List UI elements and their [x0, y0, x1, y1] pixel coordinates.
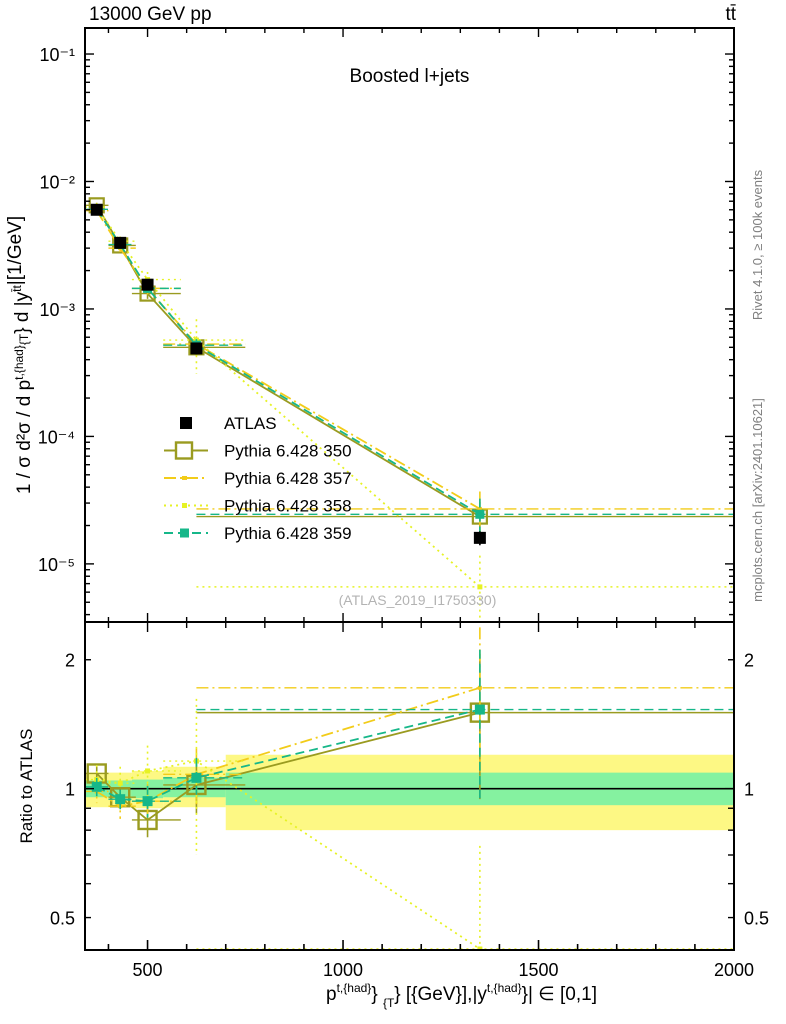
legend-marker-dot	[182, 503, 187, 508]
legend-item-3[interactable]: Pythia 6.428 358	[164, 497, 352, 516]
analysis-watermark: (ATLAS_2019_I1750330)	[339, 592, 497, 608]
ratio-marker-dot	[117, 780, 123, 786]
ratio-y-tick-label-right: 1	[744, 780, 754, 800]
marker-filled-square	[114, 236, 127, 249]
legend-label: ATLAS	[224, 414, 277, 433]
ratio-uncertainty-bands	[85, 754, 734, 831]
legend-marker-filled-square	[180, 417, 192, 429]
series-pythia-6-428-357	[85, 207, 734, 535]
x-tick-label: 1000	[323, 960, 363, 980]
ratio-y-tick-label: 2	[65, 651, 75, 671]
legend-marker-filled-square	[180, 528, 189, 538]
y-tick-label: 10⁻³	[39, 300, 75, 320]
x-axis-label-text: pt,{had}} {T} [{GeV}],|yt,{had}}| ∈ [0,1…	[326, 981, 597, 1010]
legend-item-1[interactable]: Pythia 6.428 350	[164, 441, 352, 461]
rivet-version-text: Rivet 4.1.0, ≥ 100k events	[750, 169, 765, 320]
marker-dot	[477, 584, 483, 590]
series-line	[95, 208, 481, 516]
legend-marker-tick	[182, 476, 187, 480]
ratio-line	[96, 708, 481, 803]
legend-item-0[interactable]: ATLAS	[180, 414, 277, 433]
side-annotation-mcplots: mcplots.cern.ch [arXiv:2401.10621]	[750, 398, 765, 602]
plot-title: Boosted l+jets	[350, 66, 470, 87]
ratio-series-pythia-6-428-359	[85, 649, 734, 818]
marker-filled-square	[90, 203, 103, 216]
marker-filled-square	[141, 278, 154, 291]
ratio-y-tick-label-right: 0.5	[744, 909, 769, 929]
header-energy: 13000 GeV pp	[89, 4, 212, 25]
y-axis-label-text: 1 / σ d²σ / d pt,{had}{T} d |yt̄t|[1/GeV…	[5, 216, 35, 494]
y-tick-label: 10⁻⁴	[38, 427, 75, 447]
ratio-plot-frame	[84, 621, 735, 951]
ratio-marker-dot	[477, 946, 483, 950]
marker-filled-square	[475, 509, 485, 519]
ratio-y-tick-label-right: 2	[744, 651, 754, 671]
side-annotation-rivet: Rivet 4.1.0, ≥ 100k events	[750, 169, 765, 320]
x-tick-label: 2000	[714, 960, 754, 980]
ratio-marker-filled-square	[191, 772, 202, 783]
ratio-marker-tick	[477, 685, 482, 690]
main-y-axis-label: 1 / σ d²σ / d pt,{had}{T} d |yt̄t|[1/GeV…	[5, 216, 35, 494]
right-side-annotations: Rivet 4.1.0, ≥ 100k events mcplots.cern.c…	[750, 169, 765, 601]
legend-label: Pythia 6.428 359	[224, 524, 352, 543]
legend: ATLAS Pythia 6.428 350 Pythia 6.428 357 Pyt…	[164, 414, 352, 543]
x-tick-label: 1500	[518, 960, 558, 980]
ratio-y-axis-label-text: Ratio to ATLAS	[17, 729, 36, 844]
y-tick-label: 10⁻⁵	[38, 555, 75, 575]
ratio-line	[96, 760, 481, 950]
ratio-marker-filled-square	[142, 796, 153, 807]
y-tick-label: 10⁻²	[39, 172, 75, 192]
y-tick-label: 10⁻¹	[39, 45, 75, 65]
header-row: 13000 GeV pp tt̄	[89, 4, 737, 25]
marker-filled-square	[190, 342, 203, 355]
ratio-y-tick-label: 1	[65, 780, 75, 800]
ratio-marker-filled-square	[474, 704, 485, 715]
x-axis-label: pt,{had}} {T} [{GeV}],|yt,{had}}| ∈ [0,1…	[326, 981, 597, 1010]
ratio-panel-series	[85, 627, 734, 950]
ratio-y-tick-label: 0.5	[50, 909, 75, 929]
ratio-panel-frame: 2 2 1 1 0.5 0.5 500 1000 1500 2000	[50, 621, 769, 980]
marker-filled-square	[473, 531, 486, 544]
ratio-marker-filled-square	[91, 781, 102, 792]
series-pythia-6-428-350	[85, 197, 734, 537]
ratio-band-inner-green	[163, 777, 226, 798]
mcplots-reference-text: mcplots.cern.ch [arXiv:2401.10621]	[750, 398, 765, 602]
ratio-marker-filled-square	[115, 794, 126, 805]
series-line	[95, 210, 481, 510]
legend-item-2[interactable]: Pythia 6.428 357	[164, 469, 352, 488]
ratio-y-axis-label: Ratio to ATLAS	[17, 729, 36, 844]
legend-item-4[interactable]: Pythia 6.428 359	[164, 524, 352, 543]
legend-marker-open-square	[174, 441, 194, 460]
series-pythia-6-428-359	[85, 204, 734, 537]
header-process: tt̄	[725, 4, 736, 25]
main-panel-series	[85, 197, 734, 621]
legend-label: Pythia 6.428 357	[224, 469, 352, 488]
legend-label: Pythia 6.428 350	[224, 442, 352, 461]
x-tick-label: 500	[133, 960, 163, 980]
main-panel-frame: 10⁻¹ 10⁻² 10⁻³ 10⁻⁴ 10⁻⁵	[38, 27, 735, 623]
legend-label: Pythia 6.428 358	[224, 497, 352, 516]
ratio-marker-dot	[145, 768, 151, 774]
series-pythia-6-428-358	[85, 202, 734, 621]
series-atlas	[90, 203, 486, 546]
marker-tick	[477, 506, 482, 511]
